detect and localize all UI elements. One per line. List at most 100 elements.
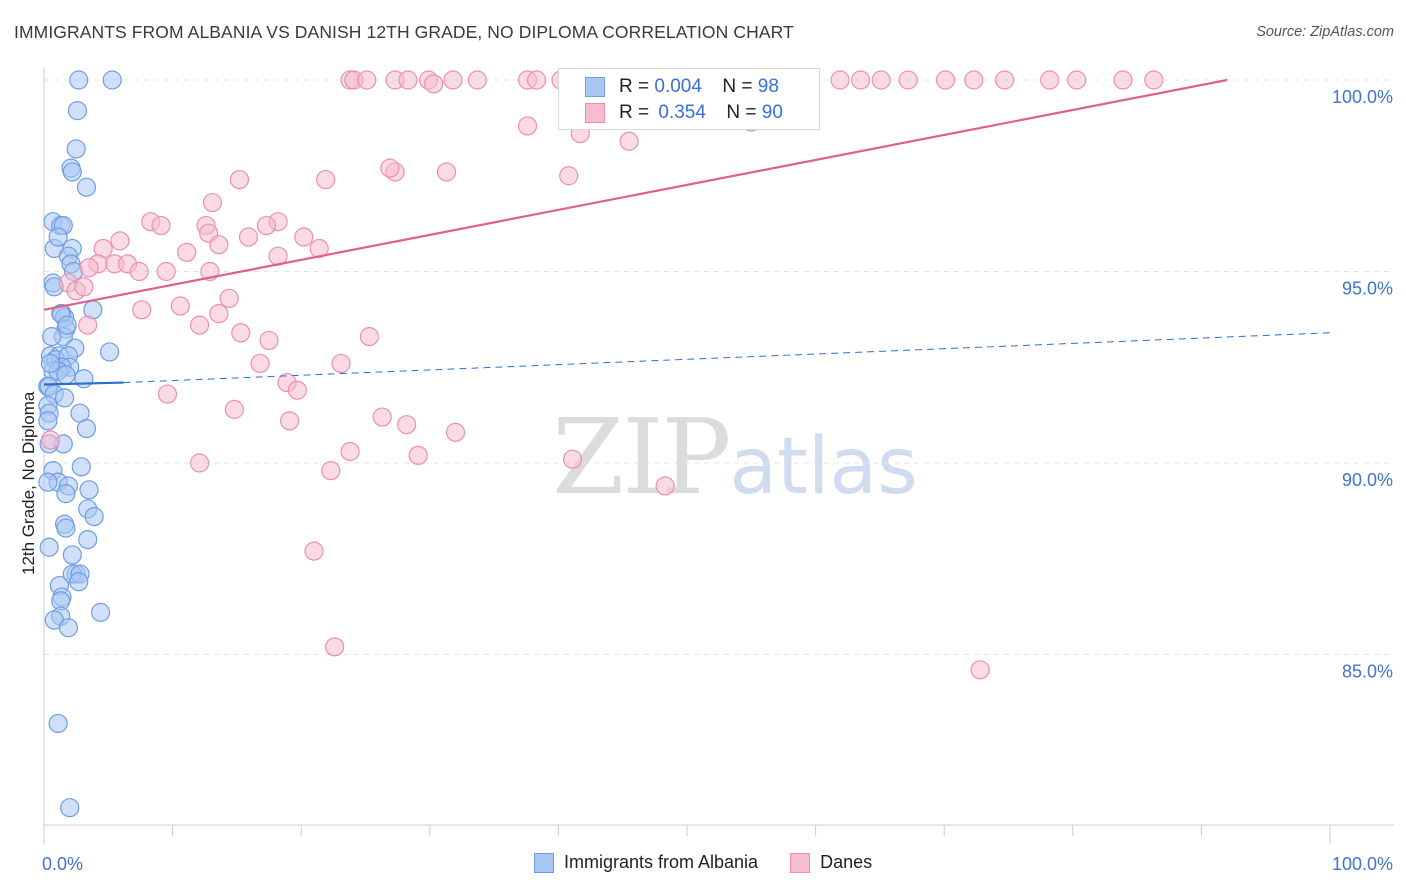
data-point-danes	[619, 131, 639, 151]
data-point-albania	[56, 484, 76, 504]
legend-row-danes: R = 0.354 N = 90	[559, 99, 783, 127]
data-point-danes	[309, 238, 329, 259]
series-legend: Immigrants from Albania Danes	[534, 852, 872, 873]
legend-n-label: N =	[722, 76, 753, 97]
data-point-albania	[84, 507, 104, 527]
data-point-danes	[259, 330, 279, 351]
data-point-albania	[69, 572, 89, 592]
source-label: Source: ZipAtlas.com	[1256, 24, 1394, 40]
data-point-danes	[132, 300, 152, 320]
data-point-albania	[74, 369, 94, 389]
data-point-albania	[60, 798, 80, 818]
data-point-danes	[467, 70, 487, 90]
data-point-danes	[372, 407, 392, 427]
data-point-danes	[151, 215, 171, 236]
data-point-albania	[71, 457, 91, 477]
data-point-albania	[78, 529, 98, 550]
chart-title: IMMIGRANTS FROM ALBANIA VS DANISH 12TH G…	[14, 22, 794, 42]
correlation-legend: R = 0.004 N = 98 R = 0.354 N = 90	[558, 68, 820, 130]
data-point-danes	[1113, 70, 1133, 90]
data-point-danes	[898, 70, 918, 90]
data-point-albania	[67, 101, 88, 121]
data-point-danes	[177, 242, 197, 262]
y-tick-label: 90.0%	[1342, 470, 1393, 490]
grid-lines	[44, 79, 1394, 655]
data-point-danes	[224, 399, 244, 419]
legend-swatch-danes-bottom	[790, 852, 811, 873]
trend-line-danes	[43, 78, 1228, 311]
data-point-albania	[62, 545, 82, 565]
tick-labels: 85.0% 90.0% 95.0% 100.0% 0.0% 100.0%	[42, 87, 1393, 874]
data-point-danes	[1040, 70, 1060, 90]
data-point-albania	[48, 713, 68, 734]
data-point-danes	[190, 315, 210, 335]
data-point-danes	[830, 70, 850, 90]
trend-lines	[43, 78, 1331, 386]
data-point-albania	[90, 602, 111, 622]
legend-n-value-danes: 90	[761, 102, 783, 123]
legend-label-danes: Danes	[820, 852, 873, 872]
data-point-danes	[209, 235, 229, 255]
legend-row-albania: R = 0.004 N = 98	[559, 73, 779, 101]
data-point-danes	[397, 415, 417, 435]
data-point-danes	[526, 70, 547, 90]
data-point-albania	[57, 315, 77, 335]
data-point-danes	[321, 461, 341, 481]
data-point-danes	[129, 261, 149, 282]
data-point-danes	[562, 449, 583, 469]
data-point-danes	[1067, 70, 1087, 90]
data-point-danes	[219, 288, 239, 308]
data-point-danes	[238, 227, 259, 247]
data-point-danes	[231, 323, 251, 343]
data-point-albania	[54, 388, 75, 408]
data-point-albania	[76, 177, 97, 197]
trend-line-albania-solid	[43, 381, 124, 386]
data-point-danes	[316, 169, 336, 190]
data-point-danes	[359, 327, 379, 347]
data-point-albania	[39, 537, 59, 557]
data-point-albania	[38, 411, 58, 431]
data-point-albania	[40, 353, 61, 374]
data-point-danes	[398, 70, 418, 90]
data-point-danes	[256, 215, 277, 236]
data-point-danes	[445, 422, 466, 442]
data-point-danes	[408, 445, 428, 465]
data-point-albania	[56, 365, 76, 385]
legend-n-label: N =	[726, 102, 757, 123]
y-tick-label: 100.0%	[1332, 87, 1393, 107]
data-point-albania	[99, 342, 120, 362]
data-point-albania	[76, 418, 97, 439]
data-point-danes	[331, 353, 351, 374]
y-tick-label: 95.0%	[1342, 279, 1393, 299]
legend-swatch-albania-bottom	[534, 852, 554, 873]
legend-r-label: R =	[619, 102, 650, 123]
legend-r-value-danes: 0.354	[658, 102, 706, 123]
data-point-danes	[156, 261, 176, 282]
data-point-danes	[190, 453, 210, 473]
data-point-danes	[340, 441, 360, 462]
data-point-danes	[280, 411, 300, 431]
data-point-danes	[970, 660, 990, 680]
trend-line-albania-dashed	[123, 332, 1331, 384]
data-point-danes	[229, 169, 250, 190]
y-tick-label: 85.0%	[1342, 662, 1393, 682]
data-point-danes	[424, 74, 444, 94]
x-tick-label: 0.0%	[42, 854, 83, 874]
data-point-danes	[871, 70, 891, 90]
data-point-danes	[436, 162, 457, 182]
data-point-danes	[935, 70, 956, 90]
data-point-danes	[655, 476, 675, 496]
data-point-danes	[202, 192, 223, 213]
legend-label-albania: Immigrants from Albania	[564, 852, 759, 872]
data-point-albania	[62, 162, 82, 182]
x-tick-label: 100.0%	[1332, 854, 1393, 874]
data-point-albania	[56, 518, 76, 538]
data-point-danes	[294, 227, 314, 247]
data-point-danes	[250, 353, 270, 374]
series-danes-points	[40, 70, 1164, 680]
data-point-danes	[851, 70, 871, 90]
data-point-danes	[995, 70, 1015, 90]
legend-r-label: R =	[619, 76, 650, 97]
data-point-danes	[304, 541, 324, 561]
data-point-danes	[357, 70, 377, 90]
